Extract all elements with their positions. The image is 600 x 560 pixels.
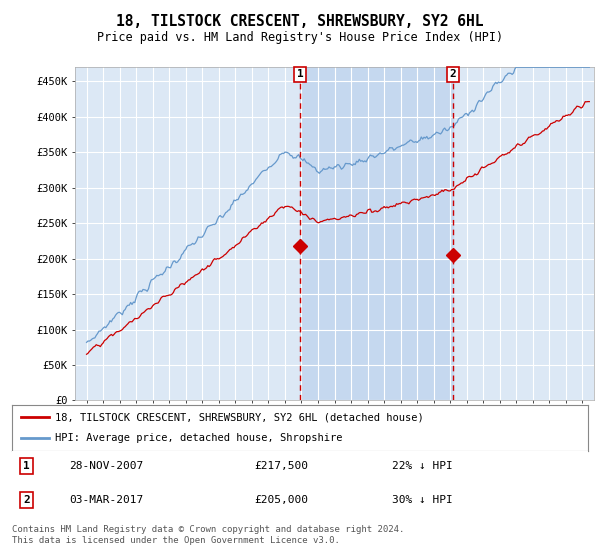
Text: 2: 2 bbox=[449, 69, 457, 80]
Text: HPI: Average price, detached house, Shropshire: HPI: Average price, detached house, Shro… bbox=[55, 433, 343, 444]
Text: 28-NOV-2007: 28-NOV-2007 bbox=[70, 461, 144, 471]
Text: 22% ↓ HPI: 22% ↓ HPI bbox=[392, 461, 453, 471]
Text: 1: 1 bbox=[296, 69, 304, 80]
Text: 03-MAR-2017: 03-MAR-2017 bbox=[70, 495, 144, 505]
Text: £217,500: £217,500 bbox=[254, 461, 308, 471]
Text: Contains HM Land Registry data © Crown copyright and database right 2024.
This d: Contains HM Land Registry data © Crown c… bbox=[12, 525, 404, 545]
Text: 18, TILSTOCK CRESCENT, SHREWSBURY, SY2 6HL (detached house): 18, TILSTOCK CRESCENT, SHREWSBURY, SY2 6… bbox=[55, 412, 424, 422]
Bar bbox=[300, 67, 453, 400]
Text: Price paid vs. HM Land Registry's House Price Index (HPI): Price paid vs. HM Land Registry's House … bbox=[97, 31, 503, 44]
Text: 18, TILSTOCK CRESCENT, SHREWSBURY, SY2 6HL: 18, TILSTOCK CRESCENT, SHREWSBURY, SY2 6… bbox=[116, 14, 484, 29]
Text: 30% ↓ HPI: 30% ↓ HPI bbox=[392, 495, 453, 505]
Text: 2: 2 bbox=[23, 495, 30, 505]
Text: £205,000: £205,000 bbox=[254, 495, 308, 505]
Text: 1: 1 bbox=[23, 461, 30, 471]
